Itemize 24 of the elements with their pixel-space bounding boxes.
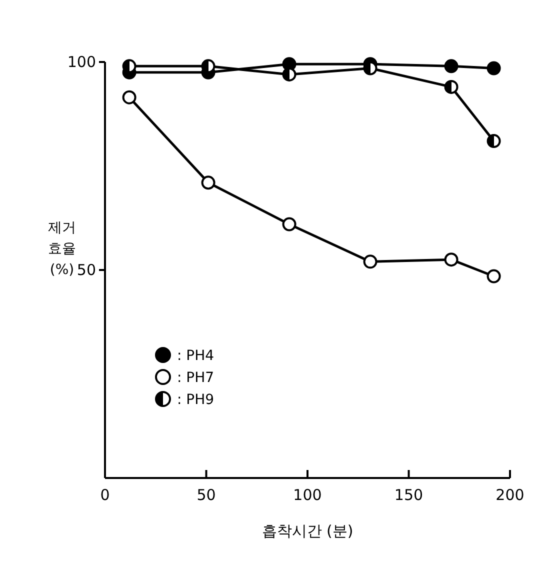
point [282,217,296,232]
legend-label: : PH9 [177,392,214,408]
legend-label: : PH4 [177,348,214,364]
point [486,269,501,284]
x-tick-label: 150 [394,486,424,504]
point [444,59,458,74]
point [282,67,296,82]
point [363,254,378,269]
point [486,61,501,76]
x-tick-label: 200 [496,486,524,504]
x-tick-label: 0 [100,486,110,504]
x-tick-label: 50 [196,486,216,504]
point [201,176,216,190]
point [444,252,458,267]
point [486,134,501,148]
x-tick-label: 100 [293,486,322,504]
point [122,59,136,74]
x-axis-title: 흡착시간 (분) [262,522,354,540]
point [201,59,216,74]
y-axis-title: 제거 효율 (%) [48,220,76,278]
point [363,61,378,76]
point [122,90,136,104]
legend-label: : PH7 [177,370,214,386]
point [444,80,458,94]
